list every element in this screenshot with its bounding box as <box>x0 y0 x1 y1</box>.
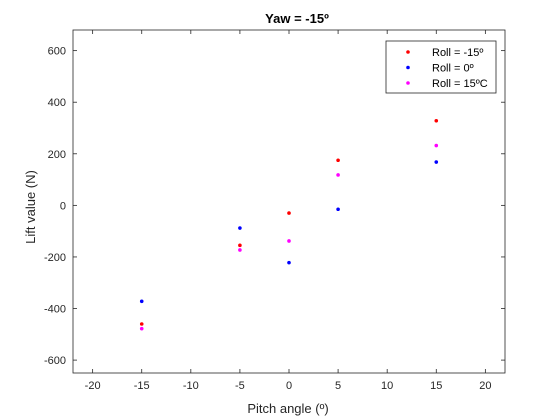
legend-marker-2 <box>406 65 410 70</box>
x-tick-label: -15 <box>134 380 150 392</box>
legend-entry-2: Roll = 0º <box>432 63 474 75</box>
x-tick-label: 5 <box>335 380 341 392</box>
data-point-series-1-1 <box>139 322 144 326</box>
data-point-series-3-5 <box>434 143 439 148</box>
y-tick-label: 0 <box>60 200 66 212</box>
y-tick-label: 400 <box>48 97 66 109</box>
x-tick-label: 15 <box>430 380 442 392</box>
x-tick-label: 20 <box>479 380 491 392</box>
chart-title: Yaw = -15º <box>265 11 329 26</box>
y-tick-label: -200 <box>44 252 66 264</box>
y-tick-label: 200 <box>48 149 66 161</box>
x-tick-label: 0 <box>286 380 292 392</box>
legend-marker-1 <box>406 50 410 54</box>
y-tick-label: -400 <box>44 304 66 316</box>
data-point-series-3-4 <box>336 173 340 177</box>
y-tick-label: -600 <box>44 355 66 367</box>
data-point-series-1-3 <box>287 211 291 215</box>
data-point-series-3-1 <box>139 326 144 331</box>
data-point-series-3-3 <box>287 239 291 243</box>
x-tick-label: -20 <box>85 380 101 392</box>
x-axis-label: Pitch angle (º) <box>247 401 328 416</box>
legend: Roll = -15º Roll = 0º Roll = 15ºC <box>385 40 497 94</box>
x-tick-label: 10 <box>381 380 393 392</box>
data-point-series-2-5 <box>434 160 439 164</box>
data-point-series-1-5 <box>434 118 439 123</box>
data-point-series-1-2 <box>238 243 242 248</box>
legend-entry-1: Roll = -15º <box>432 47 483 59</box>
y-axis-label: Lift value (N) <box>23 170 38 244</box>
legend-box <box>385 40 497 94</box>
data-point-series-3-2 <box>238 248 242 252</box>
legend-marker-3 <box>406 81 410 85</box>
data-point-series-2-3 <box>287 260 291 265</box>
plot-frame <box>72 29 506 374</box>
x-tick-label: -5 <box>235 380 245 392</box>
data-point-series-2-4 <box>336 207 340 212</box>
x-tick-label: -10 <box>183 380 199 392</box>
legend-entry-3: Roll = 15ºC <box>432 78 488 90</box>
data-point-series-1-4 <box>336 158 340 163</box>
data-point-series-2-1 <box>139 299 144 304</box>
data-point-series-2-2 <box>238 226 242 230</box>
y-tick-label: 600 <box>48 46 66 58</box>
